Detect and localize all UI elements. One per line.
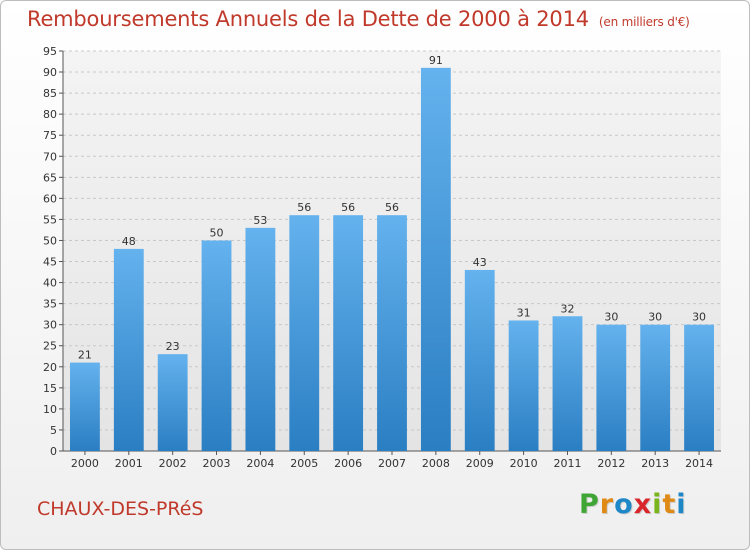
bar xyxy=(552,316,583,451)
y-tick-label: 50 xyxy=(43,234,57,247)
x-tick-label: 2002 xyxy=(159,457,187,470)
x-tick-label: 2014 xyxy=(685,457,713,470)
bar xyxy=(684,324,714,451)
bar xyxy=(245,227,276,451)
bar xyxy=(464,269,495,451)
y-tick-label: 55 xyxy=(43,213,57,226)
bar xyxy=(596,324,627,451)
bar xyxy=(70,362,100,451)
y-tick-label: 0 xyxy=(50,445,57,458)
data-label: 56 xyxy=(341,201,355,214)
logo-letter: t xyxy=(662,489,677,520)
y-tick-label: 80 xyxy=(43,108,57,121)
logo-letter: i xyxy=(676,489,687,520)
y-tick-label: 35 xyxy=(43,298,57,311)
y-tick-label: 10 xyxy=(43,403,57,416)
x-tick-label: 2007 xyxy=(378,457,406,470)
data-label: 21 xyxy=(78,349,92,362)
data-label: 53 xyxy=(253,214,267,227)
y-tick-label: 85 xyxy=(43,87,57,100)
logo-letter: i xyxy=(652,489,663,520)
y-tick-label: 45 xyxy=(43,256,57,269)
data-label: 31 xyxy=(517,306,531,319)
x-tick-label: 2011 xyxy=(553,457,581,470)
data-label: 32 xyxy=(560,302,574,315)
bar xyxy=(289,215,320,451)
x-tick-label: 2012 xyxy=(597,457,625,470)
y-tick-label: 15 xyxy=(43,382,57,395)
chart-title: Remboursements Annuels de la Dette de 20… xyxy=(27,7,690,31)
bar xyxy=(113,248,144,451)
y-tick-label: 5 xyxy=(50,424,57,437)
x-tick-label: 2008 xyxy=(422,457,450,470)
x-tick-label: 2009 xyxy=(466,457,494,470)
data-label: 50 xyxy=(210,226,224,239)
bar xyxy=(333,215,364,451)
x-tick-label: 2010 xyxy=(510,457,538,470)
logo-letter: r xyxy=(599,489,615,520)
x-tick-label: 2001 xyxy=(115,457,143,470)
y-tick-label: 25 xyxy=(43,340,57,353)
data-label: 23 xyxy=(166,340,180,353)
chart-unit: (en milliers d'€) xyxy=(598,15,690,29)
data-label: 91 xyxy=(429,54,443,67)
y-tick-label: 65 xyxy=(43,171,57,184)
bar xyxy=(157,354,188,451)
commune-name: CHAUX-DES-PRéS xyxy=(37,498,204,520)
x-tick-label: 2000 xyxy=(71,457,99,470)
data-label: 30 xyxy=(604,311,618,324)
y-tick-label: 60 xyxy=(43,192,57,205)
y-tick-label: 95 xyxy=(43,45,57,58)
proxiti-logo: Proxiti xyxy=(579,489,687,520)
x-tick-label: 2004 xyxy=(246,457,274,470)
logo-letter: x xyxy=(633,489,653,520)
data-label: 56 xyxy=(297,201,311,214)
data-label: 56 xyxy=(385,201,399,214)
y-tick-label: 30 xyxy=(43,319,57,332)
y-tick-label: 20 xyxy=(43,361,57,374)
logo-letter: P xyxy=(579,489,600,520)
bar xyxy=(377,215,407,451)
bar xyxy=(420,67,451,451)
y-tick-label: 40 xyxy=(43,277,57,290)
bar xyxy=(201,240,232,451)
data-label: 30 xyxy=(648,311,662,324)
data-label: 48 xyxy=(122,235,136,248)
y-tick-label: 70 xyxy=(43,150,57,163)
y-tick-label: 90 xyxy=(43,66,57,79)
bar xyxy=(508,320,539,451)
x-tick-label: 2005 xyxy=(290,457,318,470)
x-tick-label: 2006 xyxy=(334,457,362,470)
y-tick-label: 75 xyxy=(43,129,57,142)
x-tick-label: 2013 xyxy=(641,457,669,470)
logo-letter: o xyxy=(614,489,634,520)
x-tick-label: 2003 xyxy=(203,457,231,470)
data-label: 30 xyxy=(692,311,706,324)
bar xyxy=(640,324,671,451)
data-label: 43 xyxy=(473,256,487,269)
